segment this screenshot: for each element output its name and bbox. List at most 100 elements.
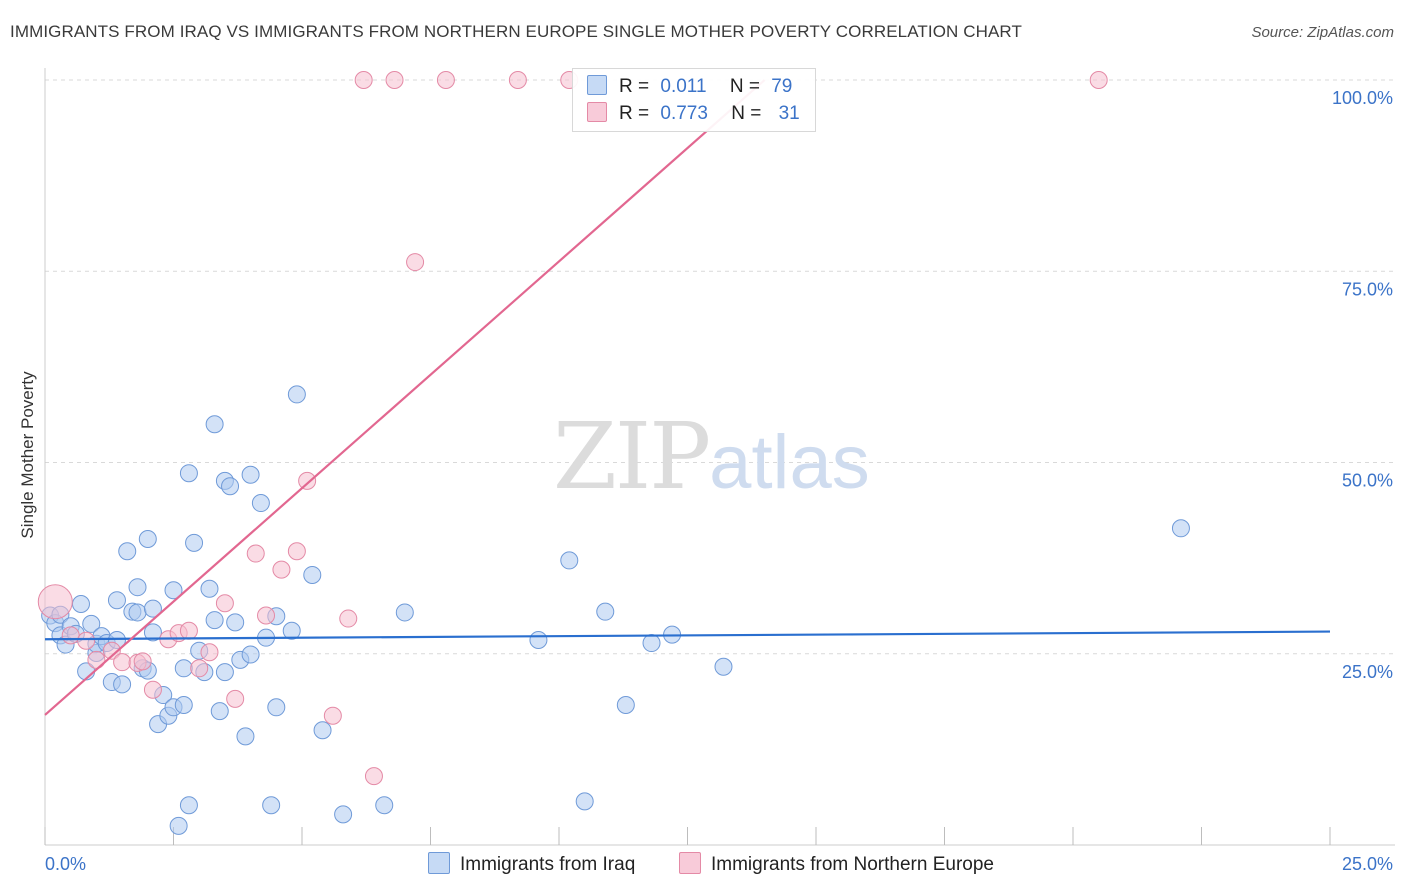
legend-swatch-pink	[587, 102, 607, 122]
iraq-trend-line	[44, 630, 1331, 641]
legend-swatch-blue	[428, 852, 450, 874]
northern-europe-point	[61, 626, 80, 645]
legend-row-northern-europe: R = 0.773 N = 31	[587, 102, 800, 126]
iraq-point	[138, 530, 157, 548]
legend-r-label: R =	[619, 76, 650, 97]
legend-swatch-blue	[587, 75, 607, 95]
iraq-point	[82, 614, 101, 633]
source-label: Source: ZipAtlas.com	[1251, 24, 1394, 41]
northern-europe-point	[87, 650, 106, 669]
iraq-point	[113, 675, 132, 694]
series-legend: Immigrants from Iraq Immigrants from Nor…	[0, 852, 1406, 878]
iraq-point	[174, 659, 193, 678]
iraq-point	[169, 816, 188, 835]
iraq-point	[221, 477, 240, 496]
tick-labels: 25.0% 50.0% 75.0% 100.0% 0.0% 25.0%	[45, 88, 1393, 874]
iraq-point	[174, 696, 193, 715]
iraq-point	[236, 727, 255, 746]
watermark: ZIPatlas	[553, 403, 870, 510]
northern-europe-point	[215, 594, 234, 613]
x-tick-label-max: 25.0%	[1342, 854, 1393, 874]
legend-item-northern-europe: Immigrants from Northern Europe	[679, 852, 994, 876]
iraq-point	[226, 613, 245, 632]
y-axis-label: Single Mother Poverty	[18, 371, 37, 539]
iraq-point	[200, 579, 219, 598]
northern-europe-point	[1089, 71, 1108, 89]
y-tick-label: 50.0%	[1342, 471, 1393, 491]
northern-europe-point	[143, 680, 162, 699]
legend-n-label: N =	[729, 76, 760, 97]
iraq-point	[179, 796, 198, 815]
northern-europe-point	[354, 71, 373, 89]
iraq-point	[185, 533, 204, 552]
iraq-point	[529, 630, 548, 649]
iraq-point	[118, 542, 137, 561]
iraq-point	[395, 603, 414, 622]
northern-europe-point	[200, 643, 219, 662]
northern-europe-point	[77, 631, 96, 650]
northern-europe-trend-line	[44, 79, 766, 716]
northern-europe-point	[272, 560, 291, 579]
northern-europe-point	[406, 253, 425, 272]
northern-europe-point	[339, 609, 358, 628]
y-tick-label: 25.0%	[1342, 662, 1393, 682]
correlation-legend: R = 0.011 N = 79 R = 0.773 N = 31	[572, 68, 816, 132]
iraq-point	[334, 805, 353, 824]
iraq-point	[313, 721, 332, 740]
northern-europe-point	[226, 689, 245, 708]
iraq-point	[107, 591, 126, 610]
iraq-point	[1171, 519, 1190, 538]
iraq-point	[375, 796, 394, 815]
northern-europe-point	[257, 606, 276, 625]
series-northern-europe-points	[37, 71, 1108, 786]
watermark-zip: ZIP	[553, 403, 711, 510]
iraq-point	[143, 599, 162, 618]
iraq-point	[205, 611, 224, 630]
iraq-point	[215, 663, 234, 682]
iraq-point	[267, 698, 286, 717]
northern-europe-point	[179, 621, 198, 640]
chart-title: IMMIGRANTS FROM IRAQ VS IMMIGRANTS FROM …	[10, 22, 1022, 41]
legend-r-value: 0.011	[660, 76, 707, 97]
iraq-point	[560, 551, 579, 570]
northern-europe-point	[102, 641, 121, 660]
legend-item-iraq: Immigrants from Iraq	[428, 852, 635, 876]
legend-label-northern-europe: Immigrants from Northern Europe	[711, 854, 994, 875]
iraq-point	[596, 602, 615, 621]
iraq-point	[251, 494, 270, 513]
iraq-point	[241, 645, 260, 664]
iraq-point	[128, 578, 147, 597]
iraq-point	[714, 657, 733, 676]
iraq-point	[179, 464, 198, 483]
northern-europe-point	[508, 71, 527, 89]
northern-europe-point	[385, 71, 404, 89]
axes	[44, 68, 1395, 846]
legend-swatch-pink	[679, 852, 701, 874]
iraq-point	[128, 603, 147, 622]
northern-europe-point	[287, 542, 306, 561]
x-tick-label-min: 0.0%	[45, 854, 86, 874]
legend-label-iraq: Immigrants from Iraq	[460, 854, 636, 875]
iraq-point	[164, 581, 183, 600]
legend-row-iraq: R = 0.011 N = 79	[587, 75, 792, 99]
iraq-point	[143, 623, 162, 642]
trend-lines	[44, 79, 1331, 716]
legend-r-value: 0.773	[660, 103, 708, 124]
iraq-point	[287, 385, 306, 404]
northern-europe-point	[190, 659, 209, 678]
iraq-point	[642, 634, 661, 653]
iraq-point	[616, 696, 635, 715]
northern-europe-point	[133, 652, 152, 671]
iraq-point	[241, 465, 260, 484]
iraq-point	[205, 415, 224, 434]
iraq-point	[262, 796, 281, 815]
watermark-atlas: atlas	[709, 420, 870, 505]
northern-europe-point	[364, 767, 383, 786]
legend-r-label: R =	[619, 103, 650, 124]
grid-lines	[45, 79, 1395, 655]
y-tick-label: 75.0%	[1342, 279, 1393, 299]
iraq-point	[210, 702, 229, 721]
iraq-point	[71, 595, 90, 614]
legend-n-value: 79	[771, 76, 793, 97]
